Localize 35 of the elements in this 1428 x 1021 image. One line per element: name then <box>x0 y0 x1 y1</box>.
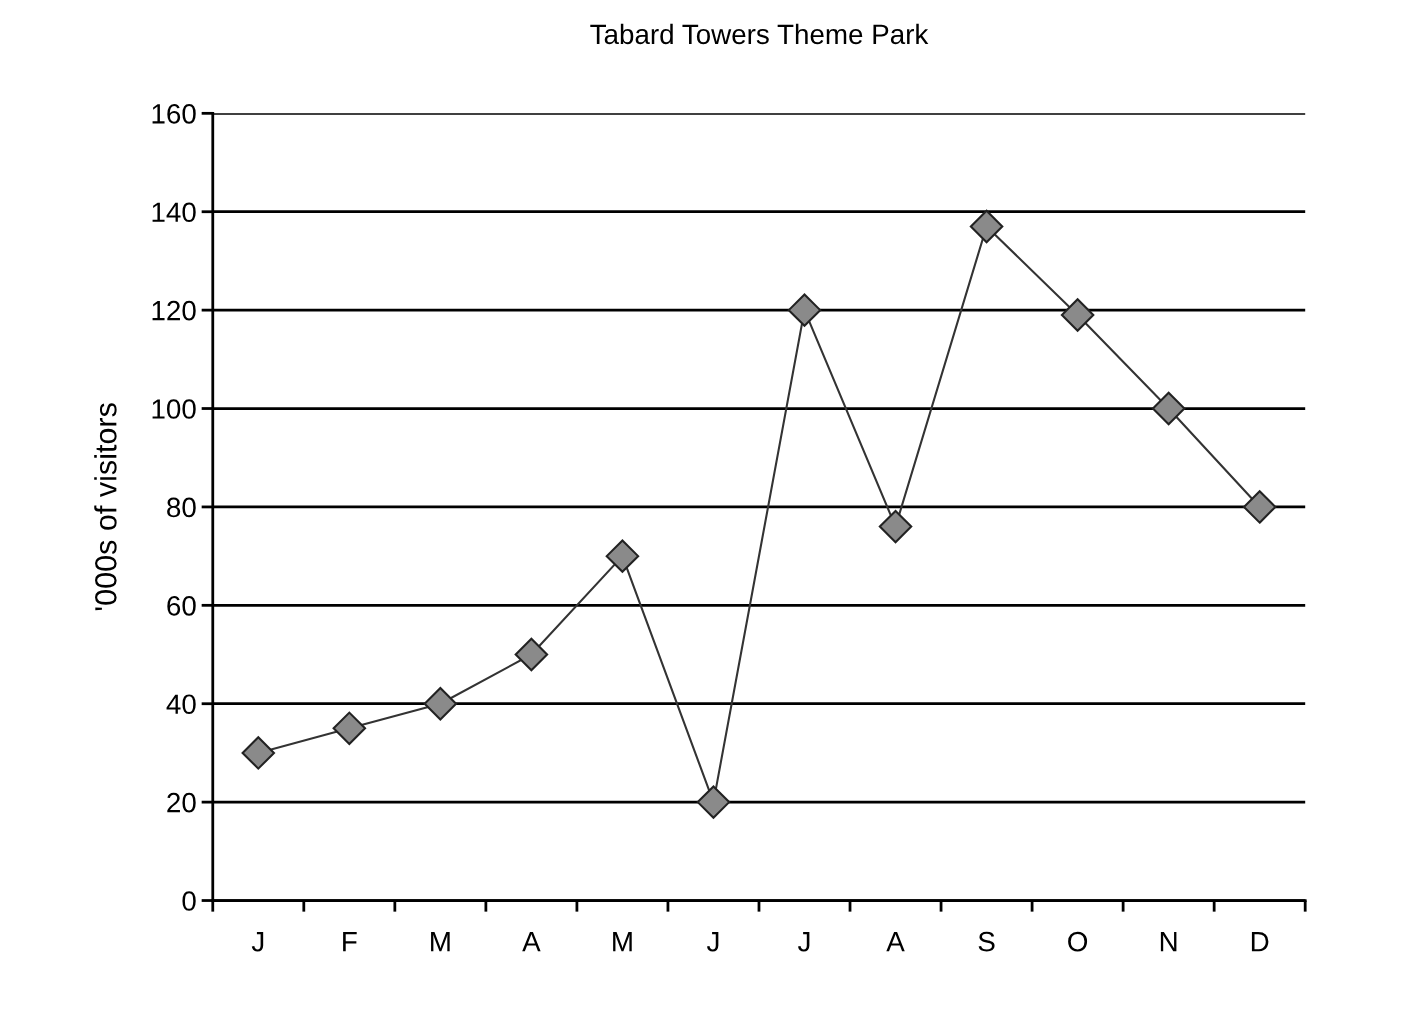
x-tick-label: A <box>522 932 541 952</box>
y-tick-label: 60 <box>167 595 196 616</box>
y-tick-label: 160 <box>152 104 196 124</box>
point <box>969 209 1004 244</box>
y-tick-label: 80 <box>167 497 196 518</box>
point <box>332 711 367 746</box>
y-axis-title: '000s of visitors <box>94 403 117 611</box>
y-tick-label: 140 <box>152 202 196 223</box>
point <box>241 736 276 770</box>
y-tick-label: 100 <box>152 399 196 419</box>
x-tick-label: A <box>886 932 905 952</box>
x-tick-label: M <box>613 932 632 952</box>
point <box>423 686 458 721</box>
point <box>514 637 549 672</box>
x-tick-label: J <box>706 932 719 952</box>
point <box>787 293 822 327</box>
y-tick-label: 0 <box>182 891 196 911</box>
x-tick-label: N <box>1160 932 1177 952</box>
chart-title: Tabard Towers Theme Park <box>590 23 929 45</box>
y-tick-label: 20 <box>167 792 196 813</box>
x-tick-label: J <box>251 932 264 952</box>
point <box>878 509 913 544</box>
x-tick-label: O <box>1068 931 1088 952</box>
point <box>696 785 731 819</box>
x-tick-label: S <box>978 931 995 952</box>
point <box>1242 490 1277 524</box>
x-tick-label: J <box>797 932 810 952</box>
y-tick-label: 120 <box>152 300 196 321</box>
y-tick-label: 40 <box>166 694 196 715</box>
x-tick-label: M <box>431 932 450 952</box>
point <box>605 539 640 573</box>
point <box>1060 298 1095 332</box>
point <box>1151 391 1186 426</box>
x-tick-label: F <box>343 932 357 952</box>
x-tick-label: D <box>1251 932 1269 952</box>
